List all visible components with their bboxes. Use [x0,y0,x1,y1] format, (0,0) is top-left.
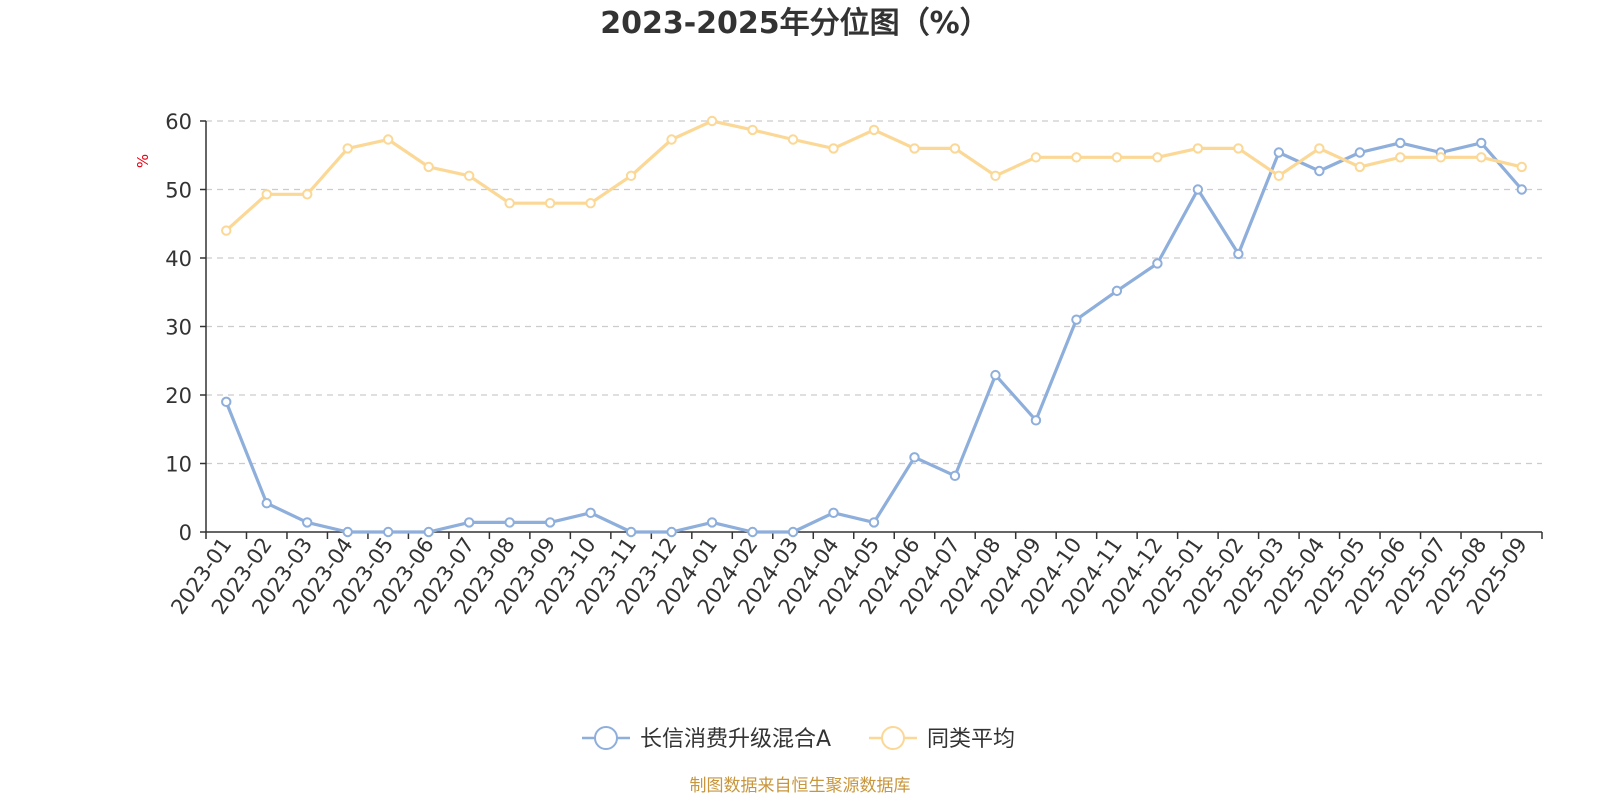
data-point[interactable] [302,189,313,200]
y-tick-label: 50 [165,179,192,203]
data-point[interactable] [544,198,556,209]
data-point[interactable] [1476,152,1487,163]
data-point[interactable] [868,517,880,528]
data-point[interactable] [261,189,272,200]
data-point[interactable] [423,526,434,538]
data-point[interactable] [544,517,556,528]
data-point[interactable] [828,143,839,154]
data-point[interactable] [1516,184,1527,195]
data-point[interactable] [463,170,475,182]
data-point[interactable] [504,517,515,528]
data-point[interactable] [1111,285,1123,297]
legend-item-0[interactable]: 长信消费升级混合A [582,726,831,752]
data-point[interactable] [1435,152,1446,163]
data-point[interactable] [382,134,394,145]
series-line [225,119,1523,232]
series-layer [221,115,1527,538]
legend[interactable]: 长信消费升级混合A 同类平均 [582,726,1015,752]
data-point[interactable] [1395,137,1406,149]
data-point[interactable] [221,225,232,236]
data-point[interactable] [1071,314,1082,325]
data-point[interactable] [221,396,232,408]
data-point[interactable] [423,161,434,173]
axes [200,120,1543,539]
legend-label: 同类平均 [927,727,1015,752]
legend-marker [881,726,905,750]
legend-marker [594,726,618,750]
data-point[interactable] [1071,152,1082,163]
data-point[interactable] [1273,170,1285,182]
data-point[interactable] [1354,147,1366,158]
data-point[interactable] [504,198,515,209]
y-tick-label: 30 [165,316,192,340]
y-tick-labels: 0 10 20 30 40 50 60 [165,110,192,545]
data-point[interactable] [747,526,758,538]
data-point[interactable] [706,115,718,127]
y-axis-label: % [134,154,152,168]
data-point[interactable] [1152,152,1163,163]
data-point[interactable] [828,507,839,519]
source-note: 制图数据来自恒生聚源数据库 [690,776,911,796]
data-point[interactable] [666,134,677,145]
gridlines [206,120,1542,465]
data-point[interactable] [787,526,799,538]
data-point[interactable] [261,498,272,509]
data-point[interactable] [1476,137,1487,149]
data-point[interactable] [1395,152,1406,163]
data-point[interactable] [625,526,637,538]
data-point[interactable] [909,452,920,463]
data-point[interactable] [585,507,596,519]
data-point[interactable] [1030,152,1042,163]
data-point[interactable] [949,143,961,154]
data-point[interactable] [1233,248,1244,260]
series-1 [221,115,1527,236]
data-point[interactable] [666,526,677,538]
y-tick-label: 60 [165,110,192,134]
data-point[interactable] [706,517,718,528]
data-point[interactable] [990,170,1001,182]
data-point[interactable] [342,143,353,154]
data-point[interactable] [585,198,596,209]
data-point[interactable] [382,526,394,538]
data-point[interactable] [463,517,475,528]
y-tick-label: 10 [165,453,192,477]
x-tick-labels: 2023-012023-022023-032023-042023-052023-… [166,533,1532,619]
data-point[interactable] [1273,147,1285,158]
data-point[interactable] [1314,143,1325,154]
data-point[interactable] [1152,258,1163,269]
data-point[interactable] [1354,161,1366,173]
series-line [224,141,1524,534]
data-point[interactable] [787,134,799,145]
legend-label: 长信消费升级混合A [640,727,831,752]
data-point[interactable] [1314,165,1325,177]
series-0 [221,137,1527,538]
data-point[interactable] [1192,143,1204,154]
data-point[interactable] [342,526,353,538]
data-point[interactable] [302,517,313,528]
data-point[interactable] [1516,161,1527,173]
legend-item-1[interactable]: 同类平均 [869,726,1015,752]
data-point[interactable] [909,143,920,154]
data-point[interactable] [1192,184,1204,195]
y-tick-label: 40 [165,247,192,271]
data-point[interactable] [625,170,637,182]
data-point[interactable] [990,369,1001,381]
data-point[interactable] [1030,415,1042,426]
data-point[interactable] [868,124,880,136]
data-point[interactable] [949,470,961,482]
chart-title: 2023-2025年分位图（%） [600,6,990,41]
data-point[interactable] [747,124,758,136]
y-tick-label: 0 [179,521,192,545]
data-point[interactable] [1111,152,1123,163]
data-point[interactable] [1233,143,1244,154]
y-tick-label: 20 [165,384,192,408]
